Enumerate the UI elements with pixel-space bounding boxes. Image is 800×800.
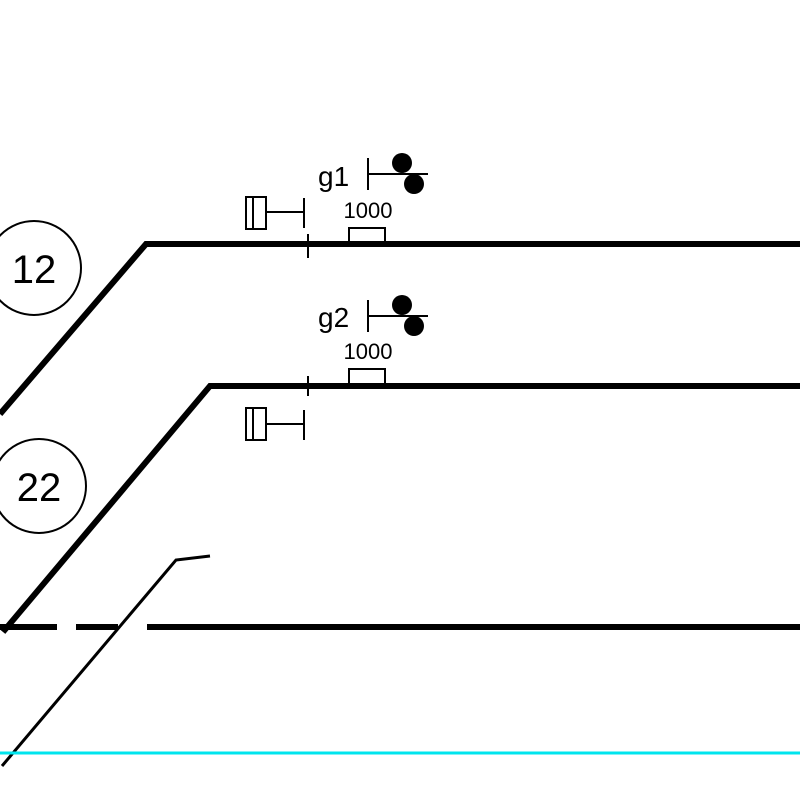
signal-g1-distance: 1000 [344, 198, 393, 223]
track-12-number: 12 [12, 248, 57, 292]
track-22: 22 [0, 368, 800, 634]
track-12-balise-marker [348, 227, 386, 244]
diagonal-branch-track [0, 554, 211, 767]
signal-g2-name: g2 [318, 302, 349, 333]
track-22-badge: 22 [0, 438, 87, 534]
signal-g2: g2 1000 [318, 295, 428, 364]
track-22-line [0, 383, 800, 634]
signal-g2-distance: 1000 [344, 339, 393, 364]
track-22-buffer-stop [245, 407, 305, 441]
track-22-number: 22 [17, 466, 62, 510]
signal-g2-icon [367, 295, 428, 336]
signal-g1-icon [367, 153, 428, 194]
track-12-line [0, 241, 800, 416]
signal-g1: g1 1000 [318, 153, 428, 223]
track-22-balise-marker [348, 368, 386, 386]
signal-g1-name: g1 [318, 161, 349, 192]
track-12-badge: 12 [0, 220, 82, 316]
lower-tracks [0, 554, 800, 767]
track-12: 12 [0, 196, 800, 416]
track-12-buffer-stop [245, 196, 305, 230]
